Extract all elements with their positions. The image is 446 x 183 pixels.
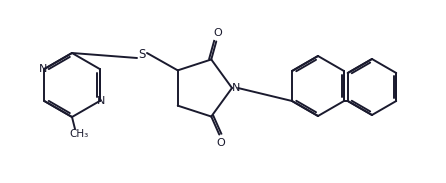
Text: N: N	[232, 83, 240, 93]
Text: N: N	[96, 96, 105, 106]
Text: CH₃: CH₃	[70, 129, 89, 139]
Text: S: S	[138, 48, 146, 61]
Text: O: O	[216, 138, 225, 147]
Text: N: N	[39, 64, 47, 74]
Text: O: O	[213, 29, 222, 38]
